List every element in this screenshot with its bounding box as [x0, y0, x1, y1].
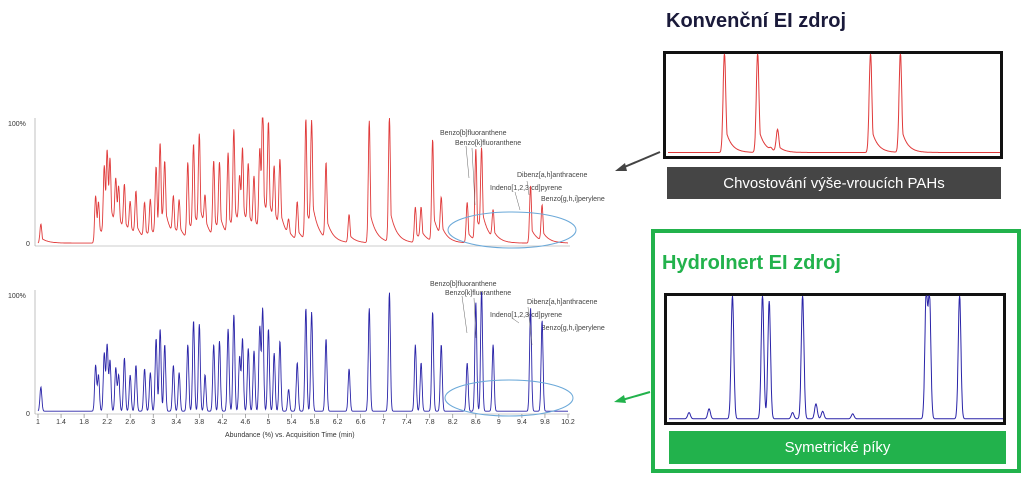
x-tick-label: 2.2: [102, 419, 112, 426]
x-tick-label: 1: [36, 419, 40, 426]
conventional-caption: Chvostování výše-vroucích PAHs: [723, 174, 945, 192]
x-tick-label: 9.8: [540, 419, 550, 426]
hydroinert-title: HydroInert EI zdroj: [662, 252, 841, 274]
x-tick-label: 5.8: [309, 419, 320, 426]
conventional-caption-band: Chvostování výše-vroucích PAHs: [667, 167, 1001, 199]
hydroinert-zoom-line: [669, 295, 1003, 420]
hydroinert-arrow: [621, 391, 651, 401]
x-tick-label: 7: [381, 419, 386, 426]
bottom-series-line: [37, 291, 568, 412]
x-tick-label: 4.2: [217, 419, 228, 426]
x-axis-label: Abundance (%) vs. Acquisition Time (min): [225, 432, 355, 439]
x-tick-label: 4.6: [240, 419, 251, 426]
x-tick-label: 9: [496, 419, 501, 426]
top-series-line: [37, 117, 568, 244]
top-highlight-ellipse: [447, 211, 577, 249]
x-tick-label: 6.6: [355, 419, 366, 426]
bottom-annotation-benzo-k: Benzo[k]fluoranthene: [445, 290, 512, 297]
conventional-arrow: [621, 151, 661, 169]
hydroinert-zoom-box: [664, 293, 1006, 425]
conventional-title: Konvenční EI zdroj: [666, 10, 847, 32]
conventional-zoom-box: [663, 51, 1003, 159]
top-ytick-100: 100%: [8, 121, 26, 128]
x-tick-label: 1.4: [56, 419, 66, 426]
x-tick-label: 5: [266, 419, 271, 426]
bottom-ytick-0: 0: [26, 411, 30, 418]
top-annotation-benzo-ghi: Benzo[g,h,i]perylene: [541, 196, 605, 203]
x-tick-label: 3: [151, 419, 156, 426]
x-tick-label: 10.2: [561, 419, 575, 426]
bottom-annotation-leader: [511, 317, 520, 324]
top-annotation-benzo-b: Benzo[b]fluoranthene: [440, 130, 507, 137]
x-tick-label: 2.6: [125, 419, 136, 426]
bottom-annotation-indeno: Indeno[1,2,3-cd]pyrene: [490, 312, 562, 319]
top-annotation-leader: [465, 145, 470, 179]
bottom-annotation-benzo-b: Benzo[b]fluoranthene: [430, 281, 497, 288]
conventional-zoom-line: [668, 53, 1000, 153]
top-annotation-indeno: Indeno[1,2,3-cd]pyrene: [490, 185, 562, 192]
bottom-annotation-leader: [527, 306, 533, 346]
hydroinert-caption: Symetrické píky: [784, 439, 891, 456]
bottom-highlight-ellipse: [444, 379, 574, 417]
x-tick-label: 5.4: [286, 419, 297, 426]
bottom-annotation-leader: [473, 297, 477, 339]
top-annotation-leader: [514, 191, 521, 211]
x-tick-label: 6.2: [332, 419, 343, 426]
bottom-annotation-dibenz: Dibenz[a,h]anthracene: [527, 299, 598, 306]
x-tick-label: 3.4: [171, 419, 182, 426]
x-tick-label: 9.4: [517, 419, 527, 426]
top-annotation-dibenz: Dibenz[a,h]anthracene: [517, 172, 588, 179]
bottom-annotation-leader: [461, 295, 468, 334]
conventional-arrow-head: [615, 163, 627, 171]
x-tick-label: 8.2: [447, 419, 458, 426]
x-tick-label: 1.8: [79, 419, 89, 426]
x-tick-label: 8.6: [470, 419, 481, 426]
hydroinert-caption-band: Symetrické píky: [669, 431, 1006, 464]
x-tick-label: 3.8: [194, 419, 205, 426]
bottom-ytick-100: 100%: [8, 293, 26, 300]
bottom-annotation-benzo-ghi: Benzo[g,h,i]perylene: [541, 325, 605, 332]
top-annotation-leader: [526, 180, 530, 196]
top-ytick-0: 0: [26, 241, 30, 248]
hydroinert-arrow-head: [614, 395, 626, 403]
x-tick-label: 7.4: [401, 419, 412, 426]
x-tick-label: 7.8: [424, 419, 435, 426]
top-annotation-leader: [471, 147, 476, 206]
hydroinert-green-frame: [651, 229, 1021, 473]
top-annotation-benzo-k: Benzo[k]fluoranthene: [455, 140, 522, 147]
